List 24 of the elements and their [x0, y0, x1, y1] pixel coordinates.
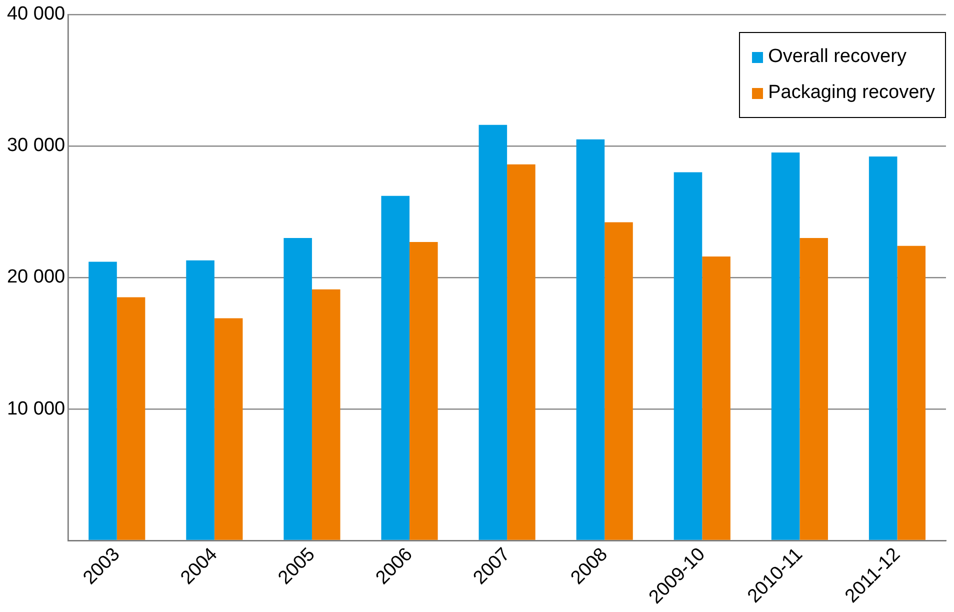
y-tick-label: 10 000: [6, 398, 66, 420]
bar: [381, 196, 410, 540]
bar: [214, 318, 243, 540]
bar: [186, 260, 214, 540]
y-tick-label: 20 000: [6, 266, 66, 288]
bar: [507, 164, 536, 540]
bar: [284, 238, 312, 540]
bar: [674, 172, 702, 540]
bar: [478, 124, 508, 540]
bar: [410, 242, 438, 540]
bar: [88, 262, 117, 540]
bar: [312, 289, 340, 540]
y-tick-label: 30 000: [6, 135, 66, 156]
legend-label: Packaging recovery: [768, 82, 935, 104]
bar: [702, 256, 730, 540]
bar: [116, 297, 146, 540]
bar: [771, 152, 800, 540]
bar: [576, 139, 605, 540]
bar: [897, 246, 926, 540]
bar: [604, 222, 633, 540]
bar: [800, 238, 828, 540]
legend-label: Overall recovery: [768, 46, 906, 68]
y-tick-label: 40 000: [6, 4, 66, 25]
bar: [868, 156, 898, 540]
